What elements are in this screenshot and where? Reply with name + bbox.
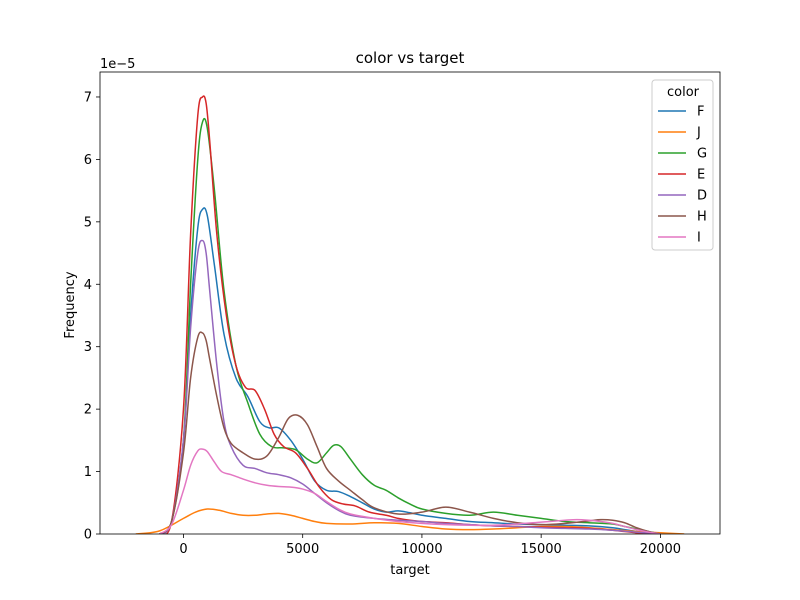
series-line-I [159,448,661,534]
y-tick-label: 6 [84,153,92,168]
series-line-H [159,331,661,534]
y-tick-label: 4 [84,278,92,293]
legend-label-J: J [696,126,701,141]
plot-frame [99,71,721,535]
x-axis-label: target [390,563,430,578]
series-line-F [159,207,661,534]
y-tick-label: 1 [84,465,92,480]
series-line-J [135,508,685,534]
x-tick-label: 15000 [520,542,561,557]
y-tick-label: 2 [84,403,92,418]
legend-label-G: G [697,147,707,162]
x-axis-ticks: 0 5000 10000 15000 20000 [179,534,681,557]
x-tick-label: 10000 [401,542,442,557]
y-axis-label: Frequency [63,271,78,338]
x-tick-label: 5000 [286,542,319,557]
y-axis-offset-label: 1e−5 [100,57,135,72]
chart-title: color vs target [356,49,465,67]
x-tick-label: 20000 [640,542,681,557]
y-tick-label: 3 [84,340,92,355]
x-tick-label: 0 [179,542,187,557]
y-tick-label: 5 [84,215,92,230]
legend-title: color [667,85,700,100]
legend-label-D: D [697,189,707,204]
plot-area [99,71,721,535]
legend-label-H: H [697,210,707,225]
y-axis-ticks: 0 1 2 3 4 5 6 7 [84,90,100,543]
series-lines [135,95,685,534]
y-tick-label: 0 [84,528,92,543]
series-line-D [159,239,661,534]
legend-label-F: F [697,105,704,120]
legend-label-E: E [697,168,705,183]
series-line-G [159,117,661,534]
legend-label-I: I [697,231,701,246]
y-tick-label: 7 [84,90,92,105]
legend-box [651,79,714,251]
